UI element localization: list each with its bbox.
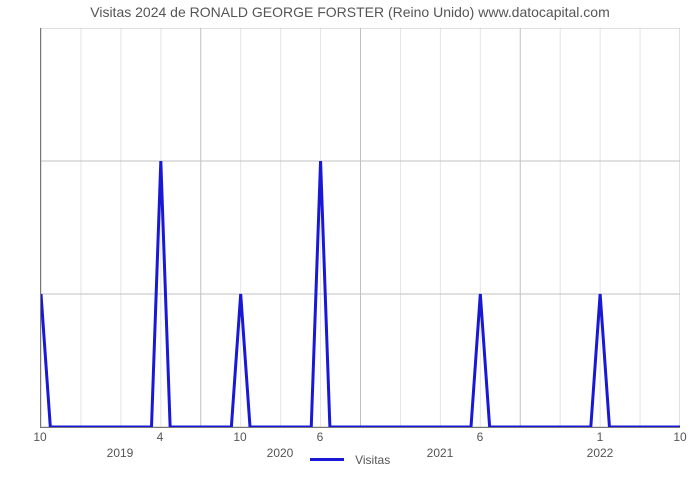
- plot-area: [40, 28, 680, 428]
- legend-swatch: [310, 458, 344, 461]
- chart-container: Visitas 2024 de RONALD GEORGE FORSTER (R…: [0, 0, 700, 500]
- x-value-label: 1: [597, 430, 604, 444]
- x-value-label: 10: [673, 430, 686, 444]
- x-value-label: 4: [157, 430, 164, 444]
- chart-svg: [41, 28, 680, 427]
- legend: Visitas: [0, 452, 700, 467]
- chart-title: Visitas 2024 de RONALD GEORGE FORSTER (R…: [0, 4, 700, 20]
- legend-label: Visitas: [355, 453, 390, 467]
- x-value-label: 10: [233, 430, 246, 444]
- x-value-label: 6: [317, 430, 324, 444]
- x-value-label: 10: [33, 430, 46, 444]
- x-value-label: 6: [477, 430, 484, 444]
